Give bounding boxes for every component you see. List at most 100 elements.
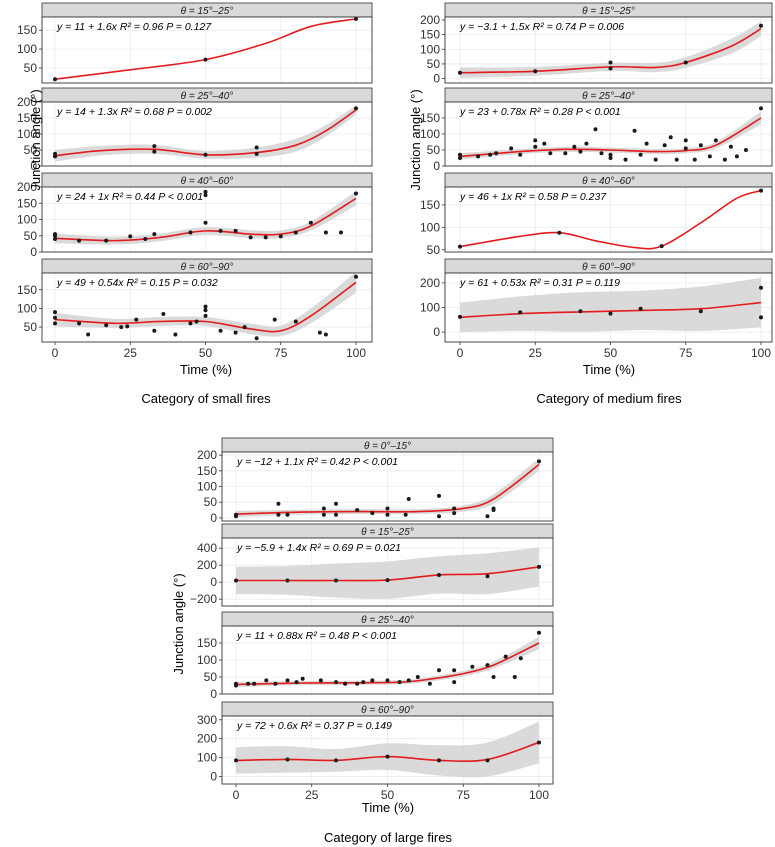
panel-small-0: θ = 15°–25° 50 100 150 y = 11 + 1.6x R² = 0.…: [17, 2, 373, 84]
x-tick-label: 50: [199, 346, 213, 360]
y-tick-label: 100: [17, 301, 37, 315]
regression-annotation: y = 11 + 1.6x R² = 0.96 P = 0.127: [56, 21, 212, 33]
x-tick-label: 25: [124, 346, 138, 360]
data-point: [713, 138, 718, 143]
data-point: [218, 228, 223, 233]
panel-theta-label: θ = 60°–90°: [181, 262, 234, 273]
data-point: [234, 758, 238, 763]
fit-line: [459, 301, 762, 319]
panel-border: [221, 537, 554, 607]
regression-annotation: y = −12 + 1.1x R² = 0.42 P < 0.001: [236, 456, 398, 468]
data-point: [252, 681, 257, 686]
y-tick-label: 100: [197, 751, 217, 765]
small-y-label: Junction angle (°): [28, 89, 43, 190]
data-point: [608, 60, 613, 65]
data-point: [254, 145, 259, 150]
y-tick-label: 50: [204, 670, 218, 684]
y-tick-label: −200: [190, 592, 217, 606]
y-tick-label: 100: [420, 301, 440, 315]
y-tick-label: 0: [210, 511, 217, 525]
data-point: [203, 220, 208, 225]
panel-large-9: θ = 15°–25° −200 0 200 400 y = −5.9 + 1.4x R²…: [190, 523, 554, 607]
plot-area: [53, 189, 358, 245]
data-point: [437, 758, 442, 763]
data-point: [683, 146, 688, 151]
confidence-band: [236, 636, 539, 688]
panel-large-10: θ = 25°–40° 0 50 100 150 y = 11 + 0.88x R² = …: [197, 611, 554, 701]
data-point: [728, 144, 733, 149]
y-tick-label: 0: [433, 72, 440, 86]
x-tick-label: 0: [457, 346, 464, 360]
data-point: [542, 141, 547, 146]
data-point: [333, 512, 338, 517]
data-point: [234, 512, 238, 517]
fit-line: [459, 117, 762, 158]
data-point: [264, 678, 269, 683]
fit-line: [54, 197, 357, 242]
data-point: [119, 325, 124, 330]
x-tick-label: 50: [381, 788, 395, 802]
data-point: [143, 237, 148, 241]
data-point: [354, 274, 358, 279]
regression-annotation: y = 23 + 0.78x R² = 0.28 P < 0.001: [459, 106, 621, 118]
medium-caption: Category of medium fires: [536, 391, 682, 406]
data-point: [77, 321, 82, 326]
data-point: [343, 681, 348, 686]
data-point: [77, 238, 82, 243]
data-point: [437, 514, 442, 519]
y-tick-label: 50: [204, 495, 218, 509]
data-point: [512, 675, 517, 679]
confidence-band: [236, 721, 539, 778]
data-point: [485, 514, 490, 519]
x-tick-label: 75: [679, 346, 693, 360]
data-point: [759, 23, 763, 28]
data-point: [53, 237, 57, 241]
data-point: [452, 668, 457, 673]
data-point: [194, 319, 199, 324]
data-point: [537, 564, 541, 569]
data-point: [385, 578, 390, 583]
y-tick-label: 50: [24, 143, 38, 157]
plot-area: [234, 630, 541, 688]
data-point: [333, 501, 338, 506]
data-point: [321, 512, 326, 517]
data-point: [203, 313, 208, 318]
panel-border: [41, 272, 373, 343]
data-point: [638, 306, 643, 311]
data-point: [152, 149, 157, 154]
panel-theta-label: θ = 15°–25°: [361, 527, 414, 538]
data-point: [246, 681, 251, 686]
data-point: [494, 151, 499, 156]
data-point: [152, 328, 157, 333]
data-point: [361, 680, 366, 685]
data-point: [593, 127, 598, 132]
data-point: [662, 143, 667, 148]
data-point: [254, 151, 259, 156]
plot-area: [458, 106, 763, 162]
data-point: [485, 574, 490, 579]
data-point: [537, 459, 541, 464]
panel-theta-label: θ = 25°–40°: [181, 91, 234, 102]
data-point: [53, 321, 57, 326]
data-point: [385, 678, 390, 683]
data-point: [415, 675, 420, 679]
panel-medium-5: θ = 25°–40° 0 50 100 150 y = 23 + 0.78x R² = …: [420, 87, 773, 173]
small-caption: Category of small fires: [141, 391, 271, 406]
data-point: [476, 154, 481, 159]
plot-background: [445, 187, 772, 252]
data-point: [623, 157, 628, 162]
data-point: [318, 678, 323, 683]
y-tick-label: 200: [17, 95, 37, 109]
data-point: [734, 154, 739, 159]
data-point: [385, 506, 390, 511]
data-point: [470, 664, 475, 669]
data-point: [276, 501, 281, 506]
data-point: [608, 152, 613, 157]
panel-border: [41, 16, 373, 84]
data-point: [203, 57, 208, 62]
fit-line: [54, 109, 357, 157]
y-tick-label: 200: [420, 13, 440, 27]
y-tick-label: 50: [24, 229, 38, 243]
